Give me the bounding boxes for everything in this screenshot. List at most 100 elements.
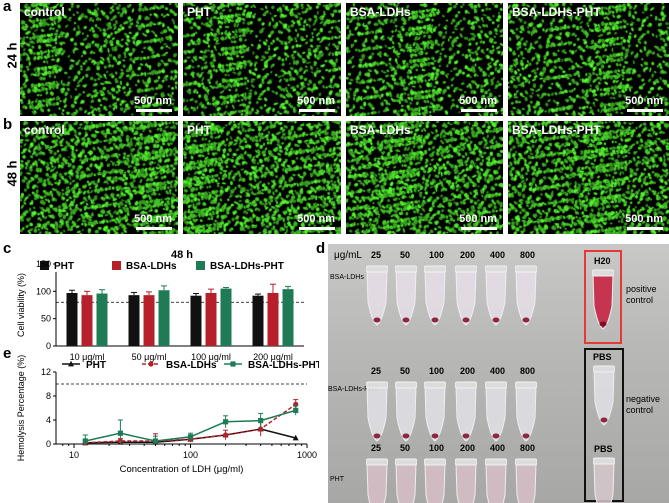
scale-label: 500 nm xyxy=(297,213,335,225)
bar xyxy=(282,289,294,346)
negative-control-label: negative control xyxy=(626,394,661,415)
bar xyxy=(158,290,170,346)
data-point xyxy=(117,430,123,436)
tube-shape xyxy=(394,458,418,503)
data-point xyxy=(82,438,88,444)
tube-shape xyxy=(454,265,478,326)
tube-shape xyxy=(394,381,418,442)
tube-shape xyxy=(454,458,478,503)
panel-letter-a: a xyxy=(3,0,12,15)
micrograph-48h-pht: PHT 500 nm xyxy=(183,121,341,234)
cell-fluorescence xyxy=(20,3,178,116)
x-tick-label: 1000 xyxy=(297,450,317,460)
x-tick-label: 200 μg/ml xyxy=(253,352,293,362)
scale-label: 500 nm xyxy=(134,95,172,107)
y-tick-label: 0 xyxy=(46,439,51,449)
sample-tube xyxy=(484,457,508,503)
sample-tube xyxy=(514,457,538,503)
cell-fluorescence xyxy=(346,121,503,234)
x-tick-label: 100 μg/ml xyxy=(191,352,231,362)
bar xyxy=(81,295,93,346)
micrograph-48h-control: control 500 nm xyxy=(20,121,178,234)
row-label-48h: 48 h xyxy=(4,160,20,187)
data-point xyxy=(258,426,264,432)
micrograph-24h-bsa-ldhs-pht: BSA-LDHs-PHT 500 nm xyxy=(508,3,669,116)
hemolysis-photo: μg/mL 25 50 100 200 400 800 25 50 100 200 400 800 25 5… xyxy=(328,244,669,503)
scale-bar xyxy=(299,109,335,112)
micrograph-caption: BSA-LDHs-PHT xyxy=(512,123,601,137)
tube-shape xyxy=(423,381,447,442)
scale-label: 500 nm xyxy=(297,95,335,107)
y-tick-label: 50 xyxy=(41,314,51,324)
control-label-pbs: PBS xyxy=(594,444,613,454)
sample-tube xyxy=(454,380,478,442)
scale-label: 500 nm xyxy=(459,95,497,107)
panel-letter-e: e xyxy=(3,345,12,362)
panel-letter-d: d xyxy=(316,240,326,257)
concentration-label: 100 xyxy=(429,443,445,453)
scale-label: 500 nm xyxy=(134,213,172,225)
scale-bar xyxy=(461,227,497,230)
data-point xyxy=(152,438,159,444)
positive-control-tube xyxy=(591,268,615,330)
micrograph-48h-bsa-ldhs: BSA-LDHs 500 nm xyxy=(346,121,503,234)
concentration-label: 800 xyxy=(520,443,536,453)
micrograph-48h-bsa-ldhs-pht: BSA-LDHs-PHT 500 nm xyxy=(508,121,669,234)
micrograph-caption: BSA-LDHs xyxy=(350,5,411,19)
tube-shape xyxy=(454,381,478,442)
concentration-label: 400 xyxy=(490,250,506,260)
sample-tube xyxy=(365,380,389,442)
cell-fluorescence xyxy=(346,3,503,116)
micrograph-24h-control: control 500 nm xyxy=(20,3,178,116)
tube-shape xyxy=(484,265,508,326)
sample-tube xyxy=(454,264,478,326)
concentration-label: 200 xyxy=(460,443,476,453)
sample-tube xyxy=(484,264,508,326)
data-point xyxy=(148,361,154,367)
positive-control-box xyxy=(584,250,622,344)
tube-shape xyxy=(423,265,447,326)
concentration-label: 25 xyxy=(371,250,382,260)
tube-shape xyxy=(592,457,616,503)
sample-tube xyxy=(514,380,538,442)
concentration-label: 800 xyxy=(520,250,536,260)
concentration-label: 100 xyxy=(429,366,445,376)
concentration-label: 50 xyxy=(400,366,411,376)
tube-shape xyxy=(592,365,616,426)
positive-control-label: positive control xyxy=(626,284,657,305)
x-axis-label: Concentration of LDH (μg/ml) xyxy=(120,464,244,475)
legend-swatch xyxy=(112,261,121,270)
micrograph-caption: control xyxy=(24,5,65,19)
tube-shape xyxy=(423,458,447,503)
micrograph-caption: PHT xyxy=(187,5,211,19)
concentration-label: 50 xyxy=(400,443,411,453)
y-tick-label: 0 xyxy=(46,341,51,351)
row-label-bsa-ldhs: BSA-LDHs xyxy=(330,274,364,281)
concentration-label: 100 xyxy=(429,250,445,260)
sample-tube xyxy=(394,264,418,326)
sample-tube xyxy=(365,264,389,326)
tube-shape xyxy=(365,458,389,503)
chart-title: 48 h xyxy=(171,249,193,261)
cell-viability-chart: 48 h PHT BSA-LDHs BSA-LDHs-PHT 0 50 100 150 Cell… xyxy=(16,249,304,362)
sample-tube xyxy=(423,264,447,326)
sample-tube xyxy=(514,264,538,326)
concentration-label: 200 xyxy=(460,250,476,260)
control-label-pbs: PBS xyxy=(593,352,612,362)
legend-label: BSA-LDHs-PHT xyxy=(248,360,319,371)
scale-bar xyxy=(299,227,335,230)
legend-label: PHT xyxy=(86,360,106,371)
tube-shape xyxy=(394,265,418,326)
tube-shape xyxy=(514,265,538,326)
data-point xyxy=(292,434,299,441)
bar xyxy=(190,295,202,346)
data-point xyxy=(230,361,236,367)
bar xyxy=(96,293,108,346)
concentration-label: 800 xyxy=(520,366,536,376)
micrograph-caption: BSA-LDHs-PHT xyxy=(512,5,601,19)
bar xyxy=(252,295,264,346)
panel-letter-b: b xyxy=(3,116,13,133)
unit-label: μg/mL xyxy=(334,250,362,261)
tube-shape xyxy=(591,269,615,330)
cell-fluorescence xyxy=(183,121,341,234)
